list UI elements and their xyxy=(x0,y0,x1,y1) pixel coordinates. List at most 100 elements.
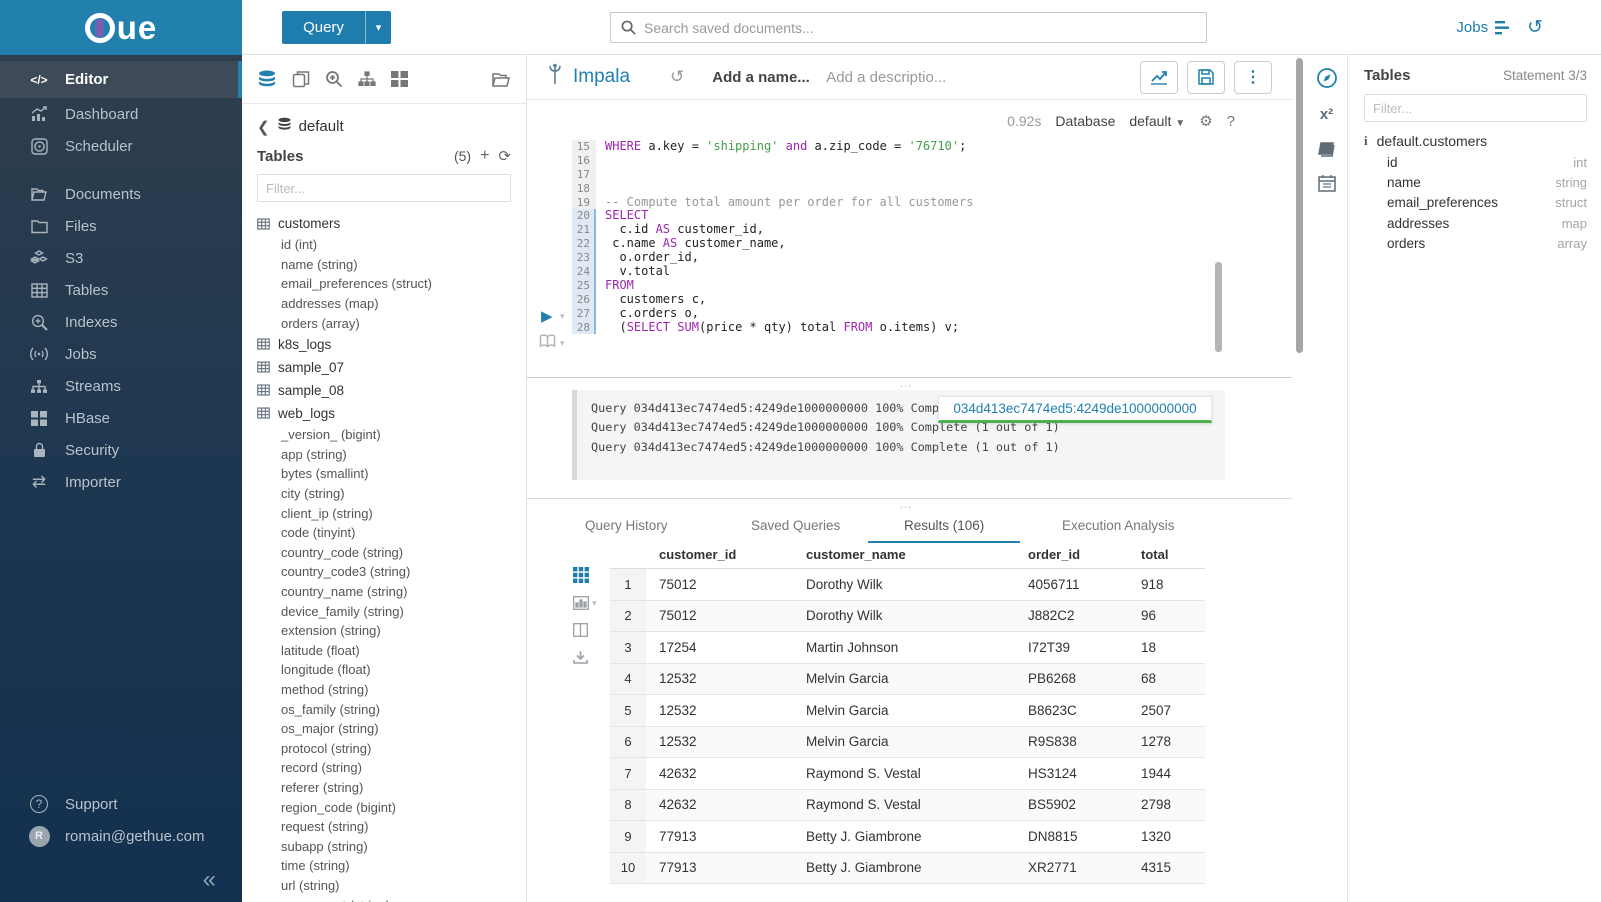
jobs-link[interactable]: Jobs xyxy=(1456,19,1511,36)
sidebar-item-editor[interactable]: </> Editor xyxy=(0,61,242,98)
tree-column[interactable]: extension (string) xyxy=(281,623,381,639)
assist-documents-icon[interactable] xyxy=(292,70,310,88)
resize-divider[interactable] xyxy=(527,377,1292,378)
tree-column[interactable]: record (string) xyxy=(281,760,362,776)
tree-column[interactable]: city (string) xyxy=(281,486,345,502)
sidebar-item-streams[interactable]: Streams xyxy=(0,370,242,402)
tree-table-web-logs[interactable]: web_logs xyxy=(257,402,511,425)
sidebar-item-user[interactable]: R romain@gethue.com xyxy=(0,820,242,852)
assist-shared-docs-icon[interactable] xyxy=(491,70,511,88)
assist-apps-icon[interactable] xyxy=(391,71,408,87)
new-query-dropdown[interactable]: ▾ xyxy=(365,11,391,44)
tree-column[interactable]: device_family (string) xyxy=(281,603,404,619)
col-header-customer-id[interactable]: customer_id xyxy=(659,547,737,562)
run-options-caret[interactable]: ▾ xyxy=(560,311,565,321)
tree-column[interactable]: email_preferences (struct) xyxy=(281,276,432,292)
tree-column[interactable]: region_code (bigint) xyxy=(281,799,396,815)
tree-column[interactable]: country_code (string) xyxy=(281,544,404,560)
info-icon[interactable]: i xyxy=(1364,133,1368,148)
sidebar-item-s3[interactable]: S3 xyxy=(0,242,242,274)
query-history-icon[interactable]: ↺ xyxy=(1527,17,1543,38)
sidebar-item-hbase[interactable]: HBase xyxy=(0,402,242,434)
language-reference-icon[interactable] xyxy=(1317,140,1336,157)
tab-results[interactable]: Results (106) xyxy=(868,518,1021,543)
tab-query-history[interactable]: Query History xyxy=(585,518,668,533)
tree-column[interactable]: bytes (smallint) xyxy=(281,466,369,482)
back-chevron-icon[interactable]: ❮ xyxy=(257,118,270,136)
tree-column[interactable]: os_major (string) xyxy=(281,721,379,737)
settings-gear-icon[interactable]: ⚙ xyxy=(1199,113,1213,130)
tree-column[interactable]: country_code3 (string) xyxy=(281,564,411,580)
page-scrollbar[interactable] xyxy=(1296,58,1303,353)
presentation-mode-icon[interactable] xyxy=(539,334,556,353)
grid-view-icon[interactable] xyxy=(573,567,597,583)
sidebar-item-scheduler[interactable]: Scheduler xyxy=(0,130,242,162)
hue-logo[interactable]: ue xyxy=(0,0,242,55)
tab-saved-queries[interactable]: Saved Queries xyxy=(751,518,841,533)
download-icon[interactable] xyxy=(573,650,597,664)
collapse-sidebar-icon[interactable]: « xyxy=(202,866,216,893)
col-header-total[interactable]: total xyxy=(1141,547,1169,562)
tree-column[interactable]: time (string) xyxy=(281,858,350,874)
snippet-history-icon[interactable]: ↺ xyxy=(670,67,685,86)
tree-column[interactable]: client_ip (string) xyxy=(281,505,373,521)
tree-table-sample-07[interactable]: sample_07 xyxy=(257,356,511,379)
sidebar-item-files[interactable]: Files xyxy=(0,210,242,242)
new-query-button[interactable]: Query xyxy=(282,11,365,44)
database-selector[interactable]: default ▼ xyxy=(1129,113,1186,129)
tree-column[interactable]: method (string) xyxy=(281,681,369,697)
active-table[interactable]: i default.customers xyxy=(1364,133,1488,149)
column-row[interactable]: addresses map xyxy=(1364,213,1587,233)
tree-column[interactable]: id (int) xyxy=(281,237,318,253)
tree-column[interactable]: os_family (string) xyxy=(281,701,380,717)
tree-column[interactable]: referer (string) xyxy=(281,779,364,795)
tree-column[interactable]: url (string) xyxy=(281,877,340,893)
sidebar-item-importer[interactable]: ⇄ Importer xyxy=(0,466,242,498)
tree-column[interactable]: country_name (string) xyxy=(281,584,408,600)
tree-table-k8s-logs[interactable]: k8s_logs xyxy=(257,333,511,356)
tab-execution-analysis[interactable]: Execution Analysis xyxy=(1062,518,1175,533)
tree-column[interactable]: addresses (map) xyxy=(281,296,379,312)
column-row[interactable]: orders array xyxy=(1364,233,1587,253)
help-icon[interactable]: ? xyxy=(1226,112,1235,130)
query-description-input[interactable] xyxy=(826,68,997,86)
chart-button[interactable] xyxy=(1140,60,1178,94)
right-filter-input[interactable] xyxy=(1364,94,1587,122)
calendar-icon[interactable] xyxy=(1317,174,1336,192)
sidebar-item-support[interactable]: ? Support xyxy=(0,788,242,820)
global-search[interactable] xyxy=(610,12,1207,43)
sidebar-item-indexes[interactable]: Indexes xyxy=(0,306,242,338)
col-header-customer-name[interactable]: customer_name xyxy=(806,547,906,562)
breadcrumb-database[interactable]: default xyxy=(298,118,344,135)
run-query-button[interactable]: ▶ xyxy=(541,308,553,325)
divider-grip[interactable]: ⋯ xyxy=(899,379,914,393)
table-filter-input[interactable] xyxy=(257,174,511,202)
assistant-compass-icon[interactable] xyxy=(1316,67,1338,89)
sidebar-item-dashboard[interactable]: Dashboard xyxy=(0,98,242,130)
tree-column[interactable]: app (string) xyxy=(281,446,347,462)
tree-column[interactable]: orders (array) xyxy=(281,315,360,331)
presentation-caret[interactable]: ▾ xyxy=(560,338,565,348)
sidebar-item-security[interactable]: Security xyxy=(0,434,242,466)
columns-view-icon[interactable] xyxy=(573,623,597,637)
tree-column[interactable]: request (string) xyxy=(281,819,369,835)
tree-column[interactable]: user_agent (string) xyxy=(257,895,511,902)
functions-icon[interactable]: x² xyxy=(1319,106,1334,123)
add-table-icon[interactable]: + xyxy=(480,147,490,164)
more-actions-button[interactable]: ⋮ xyxy=(1234,60,1272,94)
tree-column[interactable]: protocol (string) xyxy=(281,740,372,756)
refresh-icon[interactable]: ⟳ xyxy=(498,148,511,165)
column-row[interactable]: email_preferences struct xyxy=(1364,193,1587,213)
tree-column[interactable]: subapp (string) xyxy=(281,838,368,854)
tree-table-sample-08[interactable]: sample_08 xyxy=(257,379,511,402)
col-header-order-id[interactable]: order_id xyxy=(1028,547,1081,562)
tree-column[interactable]: code (tinyint) xyxy=(281,525,356,541)
save-button[interactable] xyxy=(1187,60,1225,94)
assist-databases-icon[interactable] xyxy=(257,70,277,89)
sidebar-item-tables[interactable]: Tables xyxy=(0,274,242,306)
sidebar-item-documents[interactable]: Documents xyxy=(0,178,242,210)
query-name-input[interactable] xyxy=(712,68,813,86)
divider-grip-2[interactable]: ⋯ xyxy=(899,500,914,514)
assist-search-icon[interactable] xyxy=(325,70,343,88)
tree-column[interactable]: name (string) xyxy=(281,256,358,272)
